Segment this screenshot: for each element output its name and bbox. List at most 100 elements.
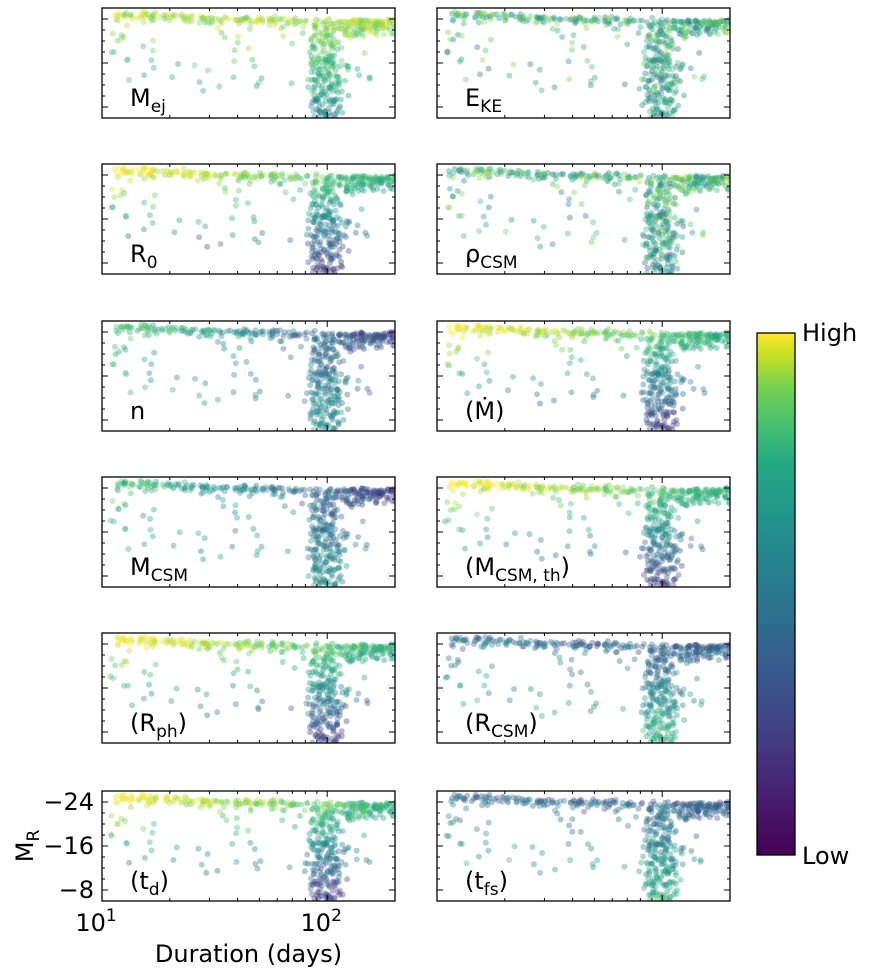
data-point <box>335 671 342 677</box>
data-point <box>662 531 669 538</box>
panel-ticks <box>101 476 396 588</box>
data-point <box>323 371 330 378</box>
data-point <box>654 256 661 263</box>
data-point <box>315 70 322 77</box>
data-point <box>272 486 279 493</box>
data-point <box>128 324 135 331</box>
data-point <box>127 12 134 19</box>
data-point <box>358 641 365 648</box>
data-point <box>715 500 722 507</box>
data-point <box>134 327 141 334</box>
data-point <box>445 655 452 662</box>
data-point <box>668 37 675 44</box>
data-point <box>308 88 315 95</box>
data-point <box>377 177 384 184</box>
data-point <box>360 20 367 26</box>
data-point <box>318 70 325 77</box>
data-point <box>456 503 463 510</box>
data-point <box>334 80 341 87</box>
data-point <box>651 377 658 384</box>
data-point <box>332 379 339 386</box>
data-point <box>707 489 714 496</box>
data-point <box>647 98 653 105</box>
data-point <box>659 720 666 727</box>
data-point <box>693 644 700 650</box>
data-point <box>343 175 350 182</box>
data-point <box>663 382 670 389</box>
data-point <box>665 515 672 522</box>
data-point <box>318 361 325 368</box>
data-point <box>607 174 614 181</box>
data-point <box>121 481 128 488</box>
data-point <box>140 637 147 644</box>
data-point <box>286 173 293 180</box>
data-point <box>723 178 730 185</box>
data-point <box>647 244 654 251</box>
data-point <box>317 361 324 368</box>
data-point <box>663 72 670 79</box>
data-point <box>338 487 345 494</box>
data-point <box>326 260 333 267</box>
data-point <box>274 327 281 334</box>
data-point <box>316 351 322 358</box>
data-point <box>653 63 660 70</box>
data-point <box>336 174 343 181</box>
data-point <box>334 73 341 80</box>
data-point <box>609 173 616 180</box>
data-point <box>700 495 707 502</box>
data-point <box>368 18 375 25</box>
data-point <box>320 681 327 688</box>
data-point <box>664 243 671 250</box>
data-point <box>324 189 331 196</box>
data-point <box>316 66 323 73</box>
data-point <box>667 238 674 245</box>
data-point <box>326 16 333 23</box>
data-point <box>319 101 326 108</box>
data-point <box>340 339 347 345</box>
data-point <box>646 234 653 241</box>
data-point <box>291 644 298 651</box>
data-point <box>323 499 330 506</box>
data-point <box>577 487 584 493</box>
data-point <box>657 28 664 35</box>
data-point <box>374 185 381 192</box>
data-point <box>308 356 315 363</box>
data-point <box>328 656 335 663</box>
data-point <box>667 21 674 28</box>
data-point <box>550 494 557 501</box>
data-point <box>644 557 651 564</box>
data-point <box>708 22 715 29</box>
data-point <box>645 491 652 498</box>
data-point <box>655 343 662 349</box>
data-point <box>319 507 326 514</box>
data-point <box>269 491 276 498</box>
data-point <box>699 21 706 28</box>
data-point <box>329 735 336 742</box>
data-point <box>692 174 699 181</box>
data-point <box>309 44 316 51</box>
data-point <box>329 340 336 347</box>
data-point <box>722 182 728 189</box>
data-point <box>481 18 487 25</box>
data-point <box>452 322 459 329</box>
data-point <box>718 337 725 344</box>
data-point <box>328 414 335 421</box>
data-point <box>471 169 478 176</box>
data-point <box>648 68 655 75</box>
data-point <box>720 18 727 25</box>
data-point <box>281 177 288 184</box>
data-point <box>150 167 157 174</box>
data-point <box>476 322 483 329</box>
data-point <box>120 500 127 507</box>
data-point <box>175 481 182 487</box>
data-point <box>678 23 685 30</box>
data-point <box>301 331 308 338</box>
data-point <box>693 334 700 341</box>
data-point <box>331 353 338 360</box>
data-point <box>333 708 340 715</box>
data-point <box>311 32 318 39</box>
data-point <box>659 241 666 248</box>
data-point <box>332 397 339 404</box>
data-point <box>690 187 697 194</box>
data-point <box>342 32 348 39</box>
